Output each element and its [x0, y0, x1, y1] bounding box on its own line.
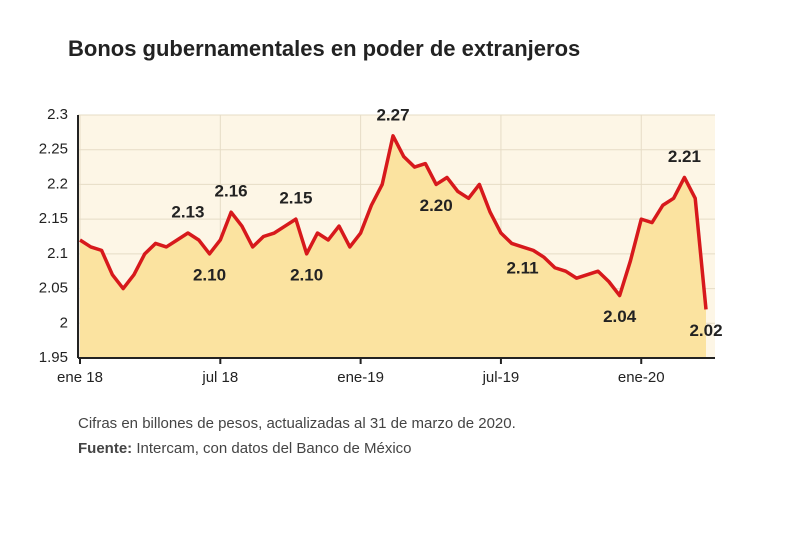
value-label: 2.10 — [290, 265, 323, 284]
source-text: Intercam, con datos del Banco de México — [136, 440, 411, 457]
value-label: 2.16 — [215, 182, 248, 201]
value-label: 2.13 — [171, 203, 204, 222]
y-tick-label: 1.95 — [39, 349, 68, 366]
value-label: 2.04 — [603, 307, 637, 326]
source-label: Fuente: — [78, 440, 132, 457]
y-tick-label: 2.15 — [39, 210, 68, 227]
value-label: 2.10 — [193, 265, 226, 284]
source: Fuente: Intercam, con datos del Banco de… — [78, 440, 412, 457]
y-tick-label: 2.1 — [47, 245, 68, 262]
x-tick-label: ene 18 — [57, 369, 103, 386]
area — [80, 135, 706, 358]
value-label: 2.02 — [689, 321, 722, 340]
x-tick-label: jul-19 — [482, 369, 520, 386]
y-tick-label: 2.3 — [47, 106, 68, 123]
chart-title: Bonos gubernamentales en poder de extran… — [68, 36, 580, 61]
line — [79, 134, 708, 310]
x-tick-label: ene-19 — [337, 369, 384, 386]
y-tick-label: 2.25 — [39, 141, 68, 158]
value-label: 2.11 — [506, 258, 538, 277]
value-label: 2.27 — [376, 105, 409, 124]
y-tick-label: 2.2 — [47, 175, 68, 192]
note: Cifras en billones de pesos, actualizada… — [78, 415, 516, 432]
x-tick-label: ene-20 — [618, 369, 665, 386]
y-tick-label: 2 — [60, 314, 68, 331]
value-label: 2.15 — [279, 189, 312, 208]
value-label: 2.20 — [420, 196, 453, 215]
y-tick-label: 2.05 — [39, 280, 68, 297]
value-label: 2.21 — [668, 147, 701, 166]
x-tick-label: jul 18 — [201, 369, 238, 386]
